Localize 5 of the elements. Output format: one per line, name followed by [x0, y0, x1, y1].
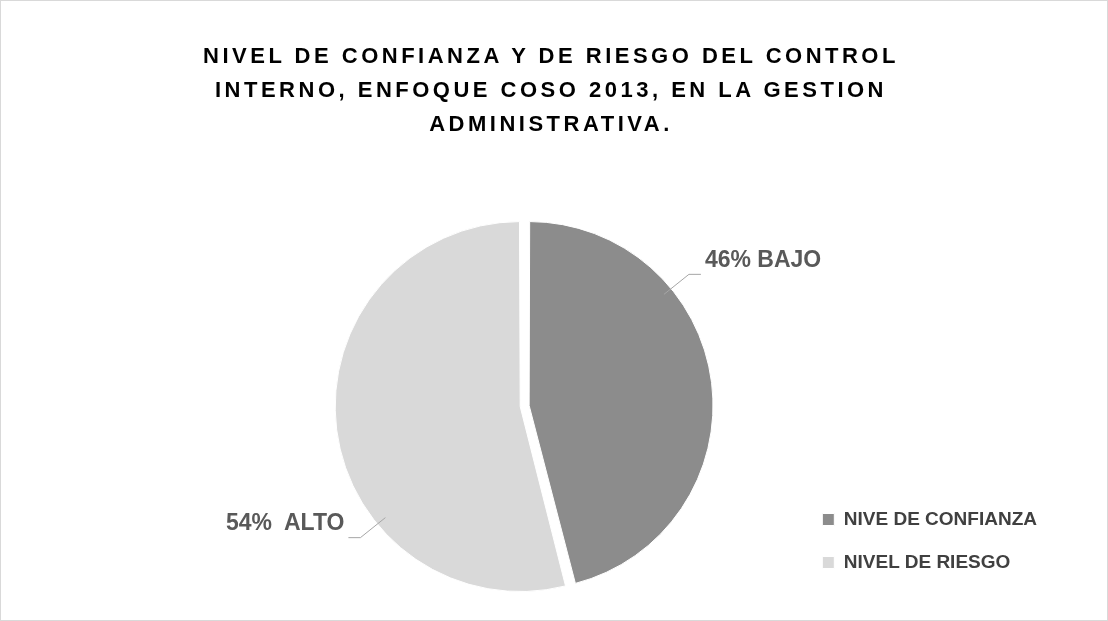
legend-label: NIVEL DE RIESGO	[843, 550, 1011, 572]
legend-label: NIVE DE CONFIANZA	[843, 507, 1038, 529]
data-label: 54% ALTO	[225, 508, 345, 535]
data-label: 46% BAJO	[704, 245, 822, 272]
chart-title: NIVEL DE CONFIANZA Y DE RIESGO DEL CONTROL INTERNO, ENFOQUE COSO 2013, EN LA GESTION ADMINISTRATIVA.	[202, 42, 900, 138]
